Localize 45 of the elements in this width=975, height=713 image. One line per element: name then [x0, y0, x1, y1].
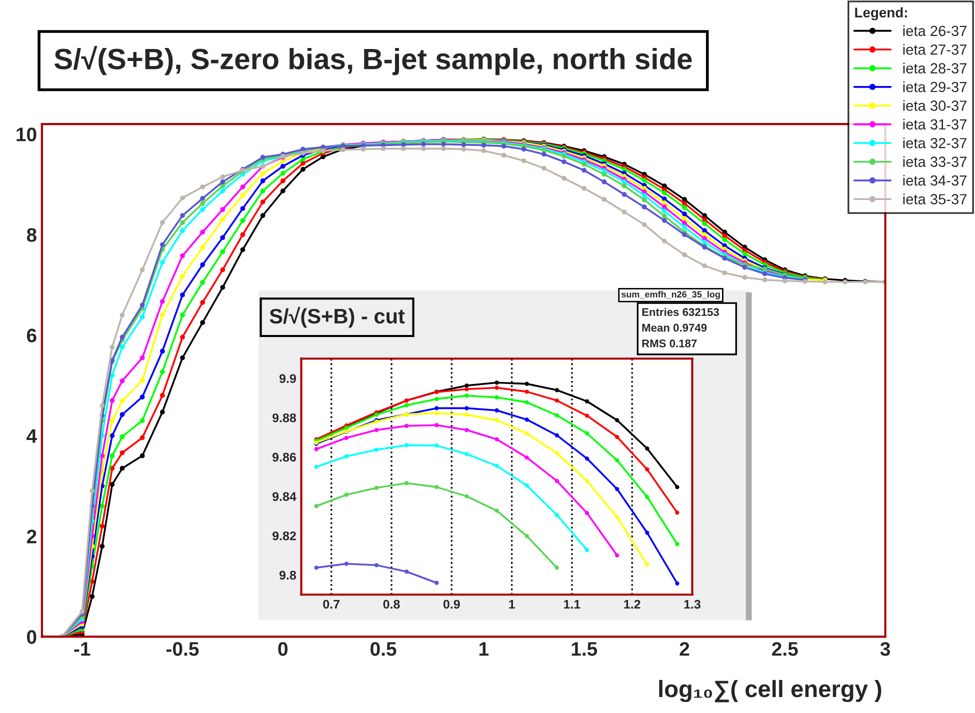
y-tick-label: 9.88: [272, 413, 296, 422]
annotation: RMS 0.187: [642, 339, 697, 348]
x-tick-label: 1.5: [572, 642, 598, 656]
y-tick-label: 10: [16, 128, 36, 142]
legend-label: ieta 35-37: [903, 194, 966, 204]
y-tick-label: 9.8: [279, 570, 296, 580]
legend-label: ieta 33-37: [903, 156, 966, 167]
legend-label: ieta 34-37: [903, 174, 966, 186]
x-tick-label: 0.9: [443, 600, 460, 609]
y-tick-label: 9.9: [279, 374, 296, 383]
legend-label: ieta 28-37: [903, 62, 966, 74]
y-tick-label: 9.84: [272, 492, 296, 501]
y-tick-label: 9.86: [272, 452, 296, 462]
x-tick-label: 1: [480, 642, 489, 656]
x-tick-label: 1.1: [564, 600, 580, 609]
legend-title: Legend:: [855, 7, 907, 20]
legend-label: ieta 26-37: [903, 25, 966, 36]
x-tick-label: 0.7: [323, 600, 340, 609]
chart-title: S/√(S+B), S-zero bias, B-jet sample, north side: [54, 46, 692, 76]
x-tick-label: 1.2: [624, 600, 640, 609]
legend-label: ieta 31-37: [903, 118, 966, 130]
annotation: Mean 0.9749: [642, 324, 707, 332]
x-tick-label: 3: [880, 642, 890, 656]
y-tick-label: 0: [27, 630, 36, 644]
legend-label: ieta 32-37: [903, 138, 966, 148]
y-tick-label: 6: [26, 328, 36, 342]
x-tick-label: 0.8: [383, 600, 400, 609]
annotation: Entries 632153: [642, 308, 719, 316]
x-tick-label: -0.5: [166, 642, 199, 656]
x-tick-label: 1: [509, 600, 515, 609]
x-axis-title: log₁₀∑( cell energy ): [659, 680, 882, 702]
legend-label: ieta 30-37: [903, 100, 966, 111]
x-tick-label: 0.5: [370, 642, 396, 656]
x-tick-label: 1.3: [684, 600, 700, 609]
legend-label: ieta 27-37: [903, 44, 966, 55]
y-tick-label: 8: [26, 228, 36, 242]
x-tick-label: 2: [680, 642, 690, 656]
y-tick-label: 9.82: [272, 531, 296, 540]
chart-title: S/√(S+B) - cut: [270, 306, 405, 328]
x-tick-label: -1: [74, 642, 90, 656]
y-tick-label: 2: [26, 530, 36, 544]
annotation: sum_emfh_n26_35_log: [621, 290, 720, 300]
y-tick-label: 4: [26, 429, 37, 443]
x-tick-label: 2.5: [772, 642, 798, 656]
legend-label: ieta 29-37: [903, 81, 966, 92]
